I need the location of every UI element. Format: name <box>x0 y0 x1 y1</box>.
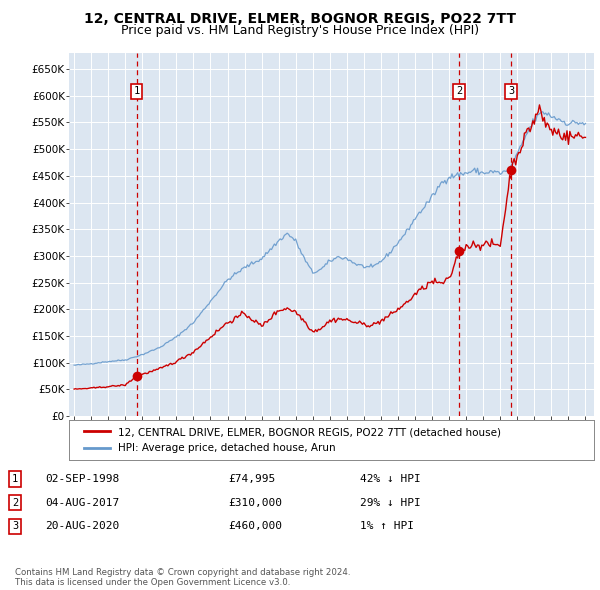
Text: £460,000: £460,000 <box>228 522 282 531</box>
Text: 20-AUG-2020: 20-AUG-2020 <box>45 522 119 531</box>
Text: 04-AUG-2017: 04-AUG-2017 <box>45 498 119 507</box>
Text: 1: 1 <box>134 86 140 96</box>
Text: 12, CENTRAL DRIVE, ELMER, BOGNOR REGIS, PO22 7TT: 12, CENTRAL DRIVE, ELMER, BOGNOR REGIS, … <box>84 12 516 26</box>
Text: 42% ↓ HPI: 42% ↓ HPI <box>360 474 421 484</box>
Text: 2: 2 <box>12 498 18 507</box>
Text: £74,995: £74,995 <box>228 474 275 484</box>
Text: Contains HM Land Registry data © Crown copyright and database right 2024.
This d: Contains HM Land Registry data © Crown c… <box>15 568 350 587</box>
Text: 1: 1 <box>12 474 18 484</box>
Text: 3: 3 <box>12 522 18 531</box>
Text: 3: 3 <box>508 86 514 96</box>
Text: £310,000: £310,000 <box>228 498 282 507</box>
Legend: 12, CENTRAL DRIVE, ELMER, BOGNOR REGIS, PO22 7TT (detached house), HPI: Average : 12, CENTRAL DRIVE, ELMER, BOGNOR REGIS, … <box>79 423 505 457</box>
Text: 2: 2 <box>456 86 462 96</box>
Text: 1% ↑ HPI: 1% ↑ HPI <box>360 522 414 531</box>
Text: 29% ↓ HPI: 29% ↓ HPI <box>360 498 421 507</box>
Text: Price paid vs. HM Land Registry's House Price Index (HPI): Price paid vs. HM Land Registry's House … <box>121 24 479 37</box>
Text: 02-SEP-1998: 02-SEP-1998 <box>45 474 119 484</box>
